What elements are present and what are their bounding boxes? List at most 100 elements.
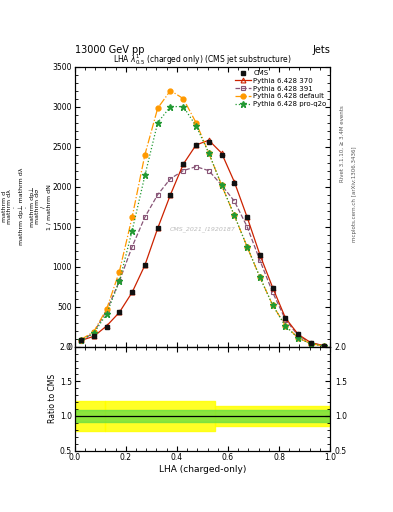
Pythia 6.428 391 bbox=[79, 338, 83, 344]
CMS bbox=[257, 251, 262, 258]
Y-axis label: Ratio to CMS: Ratio to CMS bbox=[48, 374, 57, 423]
CMS bbox=[283, 315, 288, 321]
Pythia 6.428 370 bbox=[104, 323, 109, 329]
Pythia 6.428 pro-q2o bbox=[104, 311, 109, 317]
Pythia 6.428 default bbox=[194, 119, 198, 125]
Pythia 6.428 pro-q2o bbox=[219, 182, 224, 188]
CMS bbox=[79, 337, 83, 344]
Pythia 6.428 391 bbox=[181, 167, 185, 174]
Pythia 6.428 391 bbox=[245, 224, 250, 230]
Pythia 6.428 391 bbox=[219, 182, 224, 188]
Pythia 6.428 391 bbox=[117, 278, 122, 284]
Pythia 6.428 default bbox=[79, 336, 83, 343]
Pythia 6.428 370 bbox=[245, 214, 250, 220]
CMS bbox=[309, 339, 313, 346]
Pythia 6.428 pro-q2o bbox=[194, 123, 198, 129]
CMS bbox=[296, 331, 301, 337]
Pythia 6.428 pro-q2o bbox=[321, 343, 326, 349]
Text: 13000 GeV pp: 13000 GeV pp bbox=[75, 45, 144, 55]
Pythia 6.428 370 bbox=[155, 225, 160, 231]
CMS bbox=[232, 180, 237, 186]
Pythia 6.428 default bbox=[309, 340, 313, 347]
Pythia 6.428 370 bbox=[168, 191, 173, 198]
CMS bbox=[321, 343, 326, 349]
Pythia 6.428 pro-q2o bbox=[79, 337, 83, 344]
Pythia 6.428 391 bbox=[194, 163, 198, 169]
Pythia 6.428 370 bbox=[143, 262, 147, 268]
Pythia 6.428 370 bbox=[321, 343, 326, 349]
CMS bbox=[219, 152, 224, 158]
Pythia 6.428 pro-q2o bbox=[206, 150, 211, 156]
Pythia 6.428 391 bbox=[168, 176, 173, 182]
CMS bbox=[104, 324, 109, 330]
Pythia 6.428 default bbox=[219, 182, 224, 188]
Pythia 6.428 pro-q2o bbox=[245, 244, 250, 250]
Line: Pythia 6.428 default: Pythia 6.428 default bbox=[79, 88, 326, 348]
Pythia 6.428 default bbox=[257, 274, 262, 280]
Pythia 6.428 default bbox=[181, 96, 185, 102]
Line: Pythia 6.428 370: Pythia 6.428 370 bbox=[79, 138, 326, 348]
Pythia 6.428 pro-q2o bbox=[168, 103, 173, 110]
CMS bbox=[92, 333, 96, 339]
Pythia 6.428 pro-q2o bbox=[143, 173, 147, 179]
Pythia 6.428 default bbox=[168, 88, 173, 94]
Pythia 6.428 default bbox=[245, 244, 250, 250]
Pythia 6.428 default bbox=[92, 329, 96, 335]
Pythia 6.428 default bbox=[232, 212, 237, 219]
CMS bbox=[143, 262, 147, 268]
Pythia 6.428 391 bbox=[130, 244, 134, 250]
Legend: CMS, Pythia 6.428 370, Pythia 6.428 391, Pythia 6.428 default, Pythia 6.428 pro-: CMS, Pythia 6.428 370, Pythia 6.428 391,… bbox=[233, 68, 329, 109]
Pythia 6.428 391 bbox=[155, 191, 160, 198]
Pythia 6.428 pro-q2o bbox=[257, 274, 262, 280]
Pythia 6.428 370 bbox=[309, 339, 313, 346]
Line: Pythia 6.428 391: Pythia 6.428 391 bbox=[79, 164, 326, 348]
Pythia 6.428 391 bbox=[309, 340, 313, 346]
Pythia 6.428 370 bbox=[270, 285, 275, 291]
Y-axis label: mathrm d²N
mathrm d
mathrm dλ
⋅
mathrm dp⊥ mathrm dλ
⋅
mathrm dp⊥
mathrm dσ
/
1 : mathrm d²N mathrm d mathrm dλ ⋅ mathrm d… bbox=[0, 168, 51, 245]
Pythia 6.428 pro-q2o bbox=[155, 119, 160, 125]
Pythia 6.428 370 bbox=[130, 289, 134, 295]
Pythia 6.428 370 bbox=[206, 137, 211, 143]
Pythia 6.428 391 bbox=[257, 257, 262, 263]
CMS bbox=[194, 142, 198, 148]
Pythia 6.428 370 bbox=[79, 337, 83, 344]
Pythia 6.428 370 bbox=[181, 161, 185, 167]
Pythia 6.428 default bbox=[283, 323, 288, 329]
CMS bbox=[168, 191, 173, 198]
Pythia 6.428 pro-q2o bbox=[92, 330, 96, 336]
Pythia 6.428 391 bbox=[270, 289, 275, 295]
Pythia 6.428 391 bbox=[206, 167, 211, 174]
Pythia 6.428 pro-q2o bbox=[283, 323, 288, 329]
Pythia 6.428 391 bbox=[321, 343, 326, 349]
Pythia 6.428 370 bbox=[219, 150, 224, 156]
Pythia 6.428 391 bbox=[232, 198, 237, 204]
Pythia 6.428 default bbox=[104, 306, 109, 312]
Pythia 6.428 pro-q2o bbox=[270, 302, 275, 308]
Pythia 6.428 370 bbox=[232, 179, 237, 185]
Pythia 6.428 default bbox=[270, 302, 275, 308]
Text: CMS_2021_I1920187: CMS_2021_I1920187 bbox=[169, 226, 235, 232]
Pythia 6.428 pro-q2o bbox=[117, 278, 122, 284]
Pythia 6.428 370 bbox=[257, 251, 262, 258]
X-axis label: LHA (charged-only): LHA (charged-only) bbox=[159, 465, 246, 474]
Pythia 6.428 pro-q2o bbox=[232, 212, 237, 219]
Pythia 6.428 391 bbox=[92, 329, 96, 335]
Pythia 6.428 370 bbox=[117, 309, 122, 315]
Line: Pythia 6.428 pro-q2o: Pythia 6.428 pro-q2o bbox=[78, 103, 327, 349]
Pythia 6.428 391 bbox=[143, 214, 147, 220]
Pythia 6.428 pro-q2o bbox=[181, 103, 185, 110]
Pythia 6.428 391 bbox=[104, 308, 109, 314]
Pythia 6.428 default bbox=[296, 335, 301, 341]
CMS bbox=[245, 214, 250, 220]
Pythia 6.428 370 bbox=[296, 331, 301, 337]
Line: CMS: CMS bbox=[79, 140, 326, 348]
Pythia 6.428 default bbox=[143, 152, 147, 158]
Pythia 6.428 370 bbox=[92, 333, 96, 339]
Title: LHA $\lambda^{1}_{0.5}$ (charged only) (CMS jet substructure): LHA $\lambda^{1}_{0.5}$ (charged only) (… bbox=[113, 52, 292, 67]
CMS bbox=[181, 161, 185, 167]
CMS bbox=[130, 289, 134, 295]
Pythia 6.428 pro-q2o bbox=[296, 335, 301, 341]
Pythia 6.428 370 bbox=[194, 142, 198, 148]
CMS bbox=[206, 139, 211, 145]
CMS bbox=[155, 225, 160, 231]
